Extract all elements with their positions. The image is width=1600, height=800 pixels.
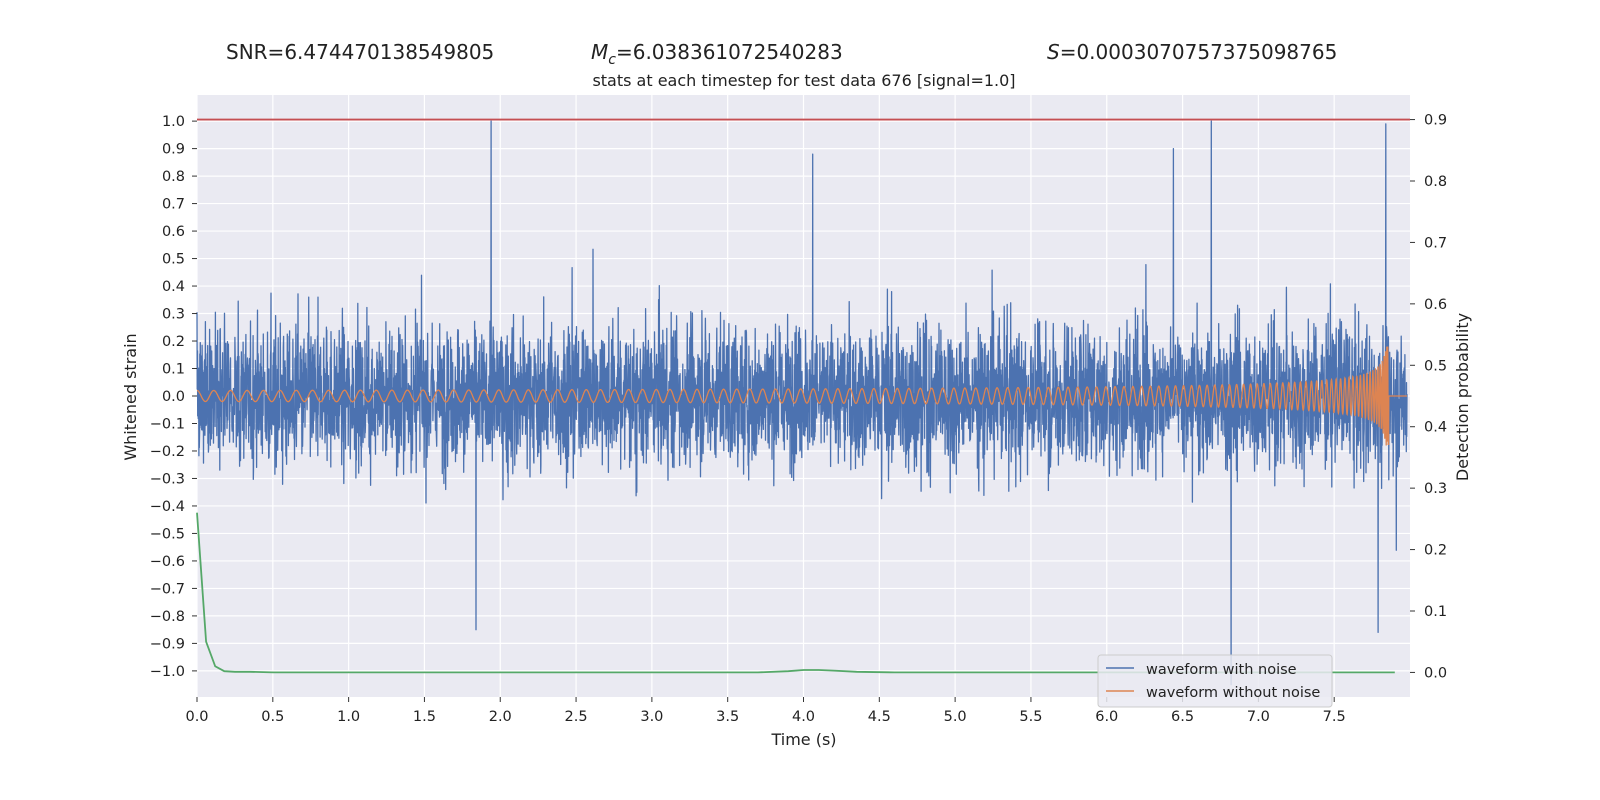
legend: waveform with noise waveform without noi… [1097,654,1333,708]
x-tick-label: 5.5 [1019,709,1042,725]
chart-title: stats at each timestep for test data 676… [592,71,1015,90]
y-tick-label: −0.3 [150,471,185,487]
x-tick-label: 4.5 [868,709,891,725]
x-tick-label: 2.5 [565,709,588,725]
x-tick-label: 1.0 [337,709,360,725]
legend-label-clean: waveform without noise [1146,685,1320,701]
s-value: =0.0003070757375098765 [1059,40,1338,64]
series-waveform-without-noise [196,346,1407,446]
y2-tick-label: 0.6 [1424,297,1447,313]
y2-tick-label: 0.0 [1424,665,1447,681]
y-tick-label: 0.9 [162,142,185,158]
chirp-mass-header: Mc=6.038361072540283 [591,40,843,68]
y-tick-label: −1.0 [150,664,185,680]
x-tick-label: 6.0 [1095,709,1118,725]
waveform-with-noise-line [196,120,1408,686]
y-tick-label: −0.8 [150,609,185,625]
y-tick-label: −0.1 [150,416,185,432]
y2-axis-label: Detection probability [1453,313,1472,481]
y2-tick-label: 0.8 [1424,174,1447,190]
y2-tick-label: 0.1 [1424,604,1447,620]
x-tick-label: 1.5 [413,709,436,725]
x-axis-ticks: 0.0 0.5 1.0 1.5 2.0 2.5 3.0 3.5 4.0 4.5 5.0 5.5 6.0 6… [185,697,1346,725]
x-tick-label: 4.0 [792,709,815,725]
y-tick-label: 0.5 [162,252,185,268]
x-axis-label: Time (s) [770,730,836,749]
chirp-mass-value: =6.038361072540283 [615,40,843,64]
snr-header: SNR=6.474470138549805 [226,40,494,64]
chirp-mass-symbol: M [591,40,609,64]
x-tick-label: 3.5 [716,709,739,725]
y-tick-label: 0.2 [162,334,185,350]
y2-axis-ticks: 0.9 0.8 0.7 0.6 0.5 0.4 0.3 0.2 0.1 0.0 [1410,113,1447,681]
y-axis-label: Whitened strain [121,333,140,460]
x-tick-label: 5.0 [944,709,967,725]
x-tick-label: 0.5 [261,709,284,725]
y-tick-label: 0.3 [162,307,185,323]
y2-tick-label: 0.7 [1424,235,1447,251]
y-axis-ticks: 1.0 0.9 0.8 0.7 0.6 0.5 0.4 0.3 0.2 0.1 0.0 −0.1 −0.… [150,114,197,680]
snr-label: SNR= [226,40,285,64]
s-symbol: S [1047,40,1060,64]
y-tick-label: 0.6 [162,224,185,240]
y2-tick-label: 0.4 [1424,420,1447,436]
y-tick-label: −0.2 [150,444,185,460]
series-detection-probability [196,118,1410,674]
y-tick-label: −0.7 [150,581,185,597]
y-tick-label: −0.4 [150,499,185,515]
detection-probability-line [196,512,1395,674]
legend-label-noisy: waveform with noise [1146,662,1297,678]
y-tick-label: 1.0 [162,114,185,130]
x-tick-label: 6.5 [1171,709,1194,725]
y-tick-label: −0.6 [150,554,185,570]
x-tick-label: 3.0 [640,709,663,725]
x-tick-label: 2.0 [489,709,512,725]
y-tick-label: 0.7 [162,197,185,213]
y2-tick-label: 0.2 [1424,543,1447,559]
s-header: S=0.0003070757375098765 [1047,40,1337,64]
legend-box [1097,654,1333,708]
series-waveform-with-noise [196,120,1408,686]
y-tick-label: 0.8 [162,169,185,185]
x-tick-label: 7.5 [1323,709,1346,725]
x-tick-label: 7.0 [1247,709,1270,725]
y-tick-label: 0.0 [162,389,185,405]
waveform-without-noise-line [196,346,1407,446]
y2-tick-label: 0.3 [1424,481,1447,497]
y2-tick-label: 0.9 [1424,113,1447,129]
chirp-mass-subscript: c [608,52,616,68]
y-tick-label: 0.1 [162,362,185,378]
y-tick-label: −0.5 [150,526,185,542]
y-tick-label: 0.4 [162,279,185,295]
y2-tick-label: 0.5 [1424,358,1447,374]
y-tick-label: −0.9 [150,636,185,652]
x-tick-label: 0.0 [185,709,208,725]
snr-value: 6.474470138549805 [284,40,495,64]
